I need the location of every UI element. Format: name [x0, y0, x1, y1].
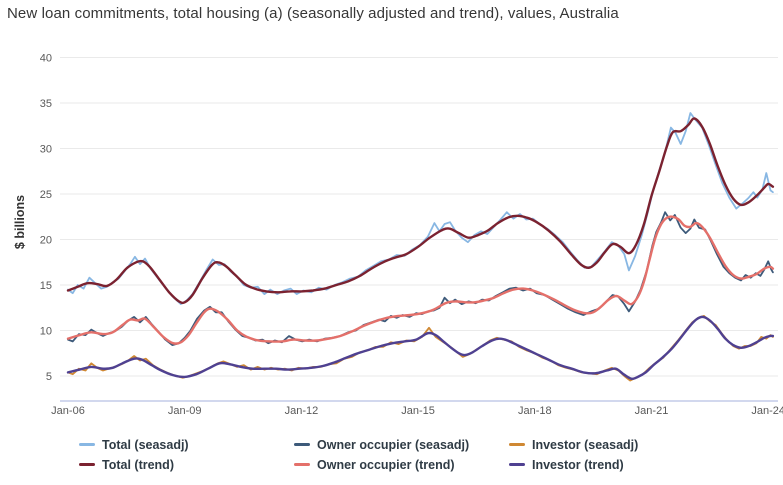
chart-legend: Total (seasadj) Owner occupier (seasadj) I…	[79, 437, 783, 472]
legend-item-owner-occupier-seasadj[interactable]: Owner occupier (seasadj)	[294, 437, 509, 452]
series-line-total-seasadj	[67, 112, 774, 305]
series-line-total-trend	[66, 117, 775, 305]
legend-swatch-owner-occupier-seasadj	[294, 443, 310, 446]
legend-swatch-total-trend	[79, 463, 95, 466]
y-tick-label: 35	[40, 98, 52, 110]
legend-item-total-seasadj[interactable]: Total (seasadj)	[79, 437, 294, 452]
series-line-owner-occupier-trend	[66, 215, 775, 345]
legend-item-investor-trend[interactable]: Investor (trend)	[509, 457, 783, 472]
y-tick-label: 5	[46, 371, 52, 383]
x-tick-label: Jan-09	[168, 405, 202, 417]
series-line-owner-occupier-seasadj	[67, 211, 774, 346]
x-tick-label: Jan-24	[751, 405, 783, 417]
y-tick-label: 20	[40, 235, 52, 247]
x-tick-label: Jan-12	[285, 405, 319, 417]
y-tick-label: 10	[40, 326, 52, 338]
chart-title: New loan commitments, total housing (a) …	[7, 5, 619, 22]
x-tick-label: Jan-06	[51, 405, 85, 417]
legend-label: Investor (seasadj)	[532, 437, 639, 452]
legend-item-investor-seasadj[interactable]: Investor (seasadj)	[509, 437, 783, 452]
y-tick-label: 40	[40, 53, 52, 65]
legend-label: Owner occupier (seasadj)	[317, 437, 470, 452]
series-line-investor-seasadj	[67, 315, 774, 382]
y-tick-label: 25	[40, 189, 52, 201]
legend-item-owner-occupier-trend[interactable]: Owner occupier (trend)	[294, 457, 509, 472]
legend-label: Total (trend)	[102, 457, 174, 472]
series-line-investor-trend	[66, 315, 775, 381]
legend-swatch-investor-seasadj	[509, 443, 525, 446]
legend-swatch-investor-trend	[509, 463, 525, 466]
legend-label: Investor (trend)	[532, 457, 624, 472]
legend-swatch-owner-occupier-trend	[294, 463, 310, 466]
y-tick-label: 30	[40, 144, 52, 156]
legend-label: Total (seasadj)	[102, 437, 189, 452]
y-tick-label: 15	[40, 280, 52, 292]
x-tick-label: Jan-21	[635, 405, 669, 417]
legend-label: Owner occupier (trend)	[317, 457, 455, 472]
x-tick-label: Jan-15	[401, 405, 435, 417]
legend-swatch-total-seasadj	[79, 443, 95, 446]
legend-item-total-trend[interactable]: Total (trend)	[79, 457, 294, 472]
x-tick-label: Jan-18	[518, 405, 552, 417]
